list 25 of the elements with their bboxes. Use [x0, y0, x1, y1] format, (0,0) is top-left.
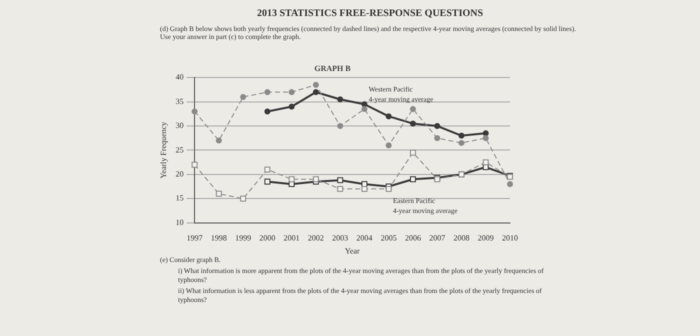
x-tick-label: 2000 [259, 234, 276, 243]
x-tick-label: 1998 [210, 234, 227, 243]
y-tick-label: 35 [176, 96, 184, 106]
x-tick-label: 2005 [380, 234, 397, 243]
x-tick-label: 2004 [356, 234, 372, 243]
y-tick-label: 20 [176, 169, 184, 178]
x-tick-label: 2002 [308, 234, 324, 243]
x-tick-label: 2001 [284, 234, 300, 243]
x-tick-label: 2008 [453, 234, 470, 243]
x-tick-label: 2009 [478, 234, 494, 243]
x-tick-label: 2010 [502, 234, 518, 243]
y-tick-label: 10 [176, 218, 184, 227]
x-tick-label: 1999 [235, 234, 252, 243]
x-tick-label: 1997 [186, 234, 203, 243]
x-tick-label: 2006 [404, 234, 421, 243]
text: 2013 STATISTICS FREE-RESPONSE QUESTIONS [256, 8, 484, 19]
x-axis-title: Year [344, 246, 360, 256]
y-tick-label: 30 [176, 121, 184, 130]
y-tick-label: 25 [176, 145, 184, 154]
x-tick-label: 2007 [429, 234, 446, 243]
y-axis-title: Yearly Frequency [158, 122, 168, 179]
y-tick-label: 40 [176, 72, 184, 82]
y-tick-label: 15 [176, 194, 184, 203]
x-tick-label: 2003 [332, 234, 348, 243]
chart-title: GRAPH B [314, 64, 352, 73]
